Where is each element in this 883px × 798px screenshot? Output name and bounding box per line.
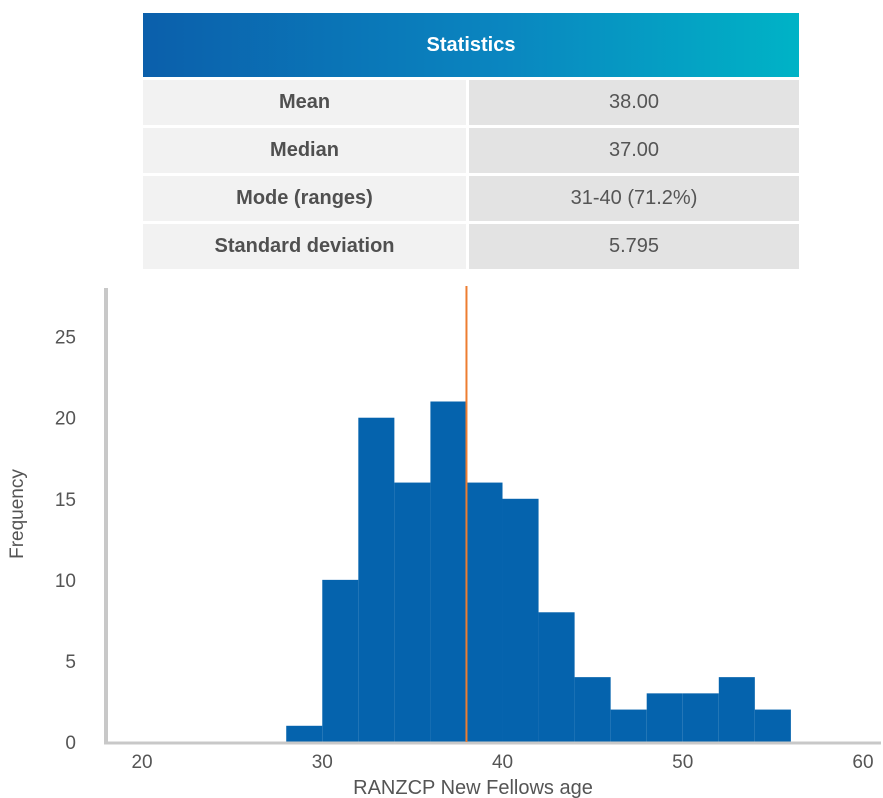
histogram-bar bbox=[502, 498, 539, 742]
histogram-bar bbox=[430, 401, 467, 742]
stats-value-std-dev: 5.795 bbox=[469, 224, 799, 269]
x-tick-label: 20 bbox=[131, 752, 152, 773]
x-tick-label: 50 bbox=[672, 752, 693, 773]
histogram-bar bbox=[466, 482, 503, 742]
y-tick-label: 0 bbox=[65, 733, 76, 754]
histogram-bar bbox=[286, 725, 323, 742]
x-tick-label: 60 bbox=[852, 752, 873, 773]
statistics-table-header: Statistics bbox=[143, 13, 799, 77]
stats-label-median: Median bbox=[143, 128, 466, 173]
stats-label-std-dev: Standard deviation bbox=[143, 224, 466, 269]
statistics-table: Statistics Mean 38.00 Median 37.00 Mode … bbox=[143, 13, 799, 269]
stats-value-mode: 31-40 (71.2%) bbox=[469, 176, 799, 221]
y-axis-title: Frequency bbox=[7, 469, 28, 559]
chart-axes bbox=[104, 288, 881, 745]
stats-value-mean: 38.00 bbox=[469, 80, 799, 125]
histogram-bar bbox=[754, 709, 791, 742]
histogram-bar bbox=[574, 677, 611, 742]
histogram-bar bbox=[682, 693, 719, 742]
stats-row-mean: Mean 38.00 bbox=[143, 80, 799, 125]
stats-row-std-dev: Standard deviation 5.795 bbox=[143, 224, 799, 269]
stats-row-median: Median 37.00 bbox=[143, 128, 799, 173]
y-tick-label: 5 bbox=[65, 652, 76, 673]
x-tick-label: 30 bbox=[312, 752, 333, 773]
y-tick-label: 20 bbox=[55, 409, 76, 430]
y-tick-label: 15 bbox=[55, 490, 76, 511]
histogram-bar bbox=[538, 612, 575, 742]
x-tick-label: 40 bbox=[492, 752, 513, 773]
x-axis-title: RANZCP New Fellows age bbox=[353, 777, 593, 798]
x-tick-labels: 20 30 40 50 60 bbox=[131, 752, 873, 773]
stats-value-median: 37.00 bbox=[469, 128, 799, 173]
histogram-bar bbox=[718, 677, 755, 742]
stats-label-mean: Mean bbox=[143, 80, 466, 125]
histogram-bar bbox=[394, 482, 431, 742]
y-tick-label: 10 bbox=[55, 571, 76, 592]
histogram-bar bbox=[322, 579, 359, 742]
histogram-bars bbox=[286, 401, 791, 742]
histogram-bar bbox=[646, 693, 683, 742]
histogram-bar bbox=[610, 709, 647, 742]
stats-row-mode: Mode (ranges) 31-40 (71.2%) bbox=[143, 176, 799, 221]
y-tick-labels: 0 5 10 15 20 25 bbox=[55, 328, 76, 754]
stats-label-mode: Mode (ranges) bbox=[143, 176, 466, 221]
y-tick-label: 25 bbox=[55, 328, 76, 349]
histogram-bar bbox=[358, 417, 395, 742]
